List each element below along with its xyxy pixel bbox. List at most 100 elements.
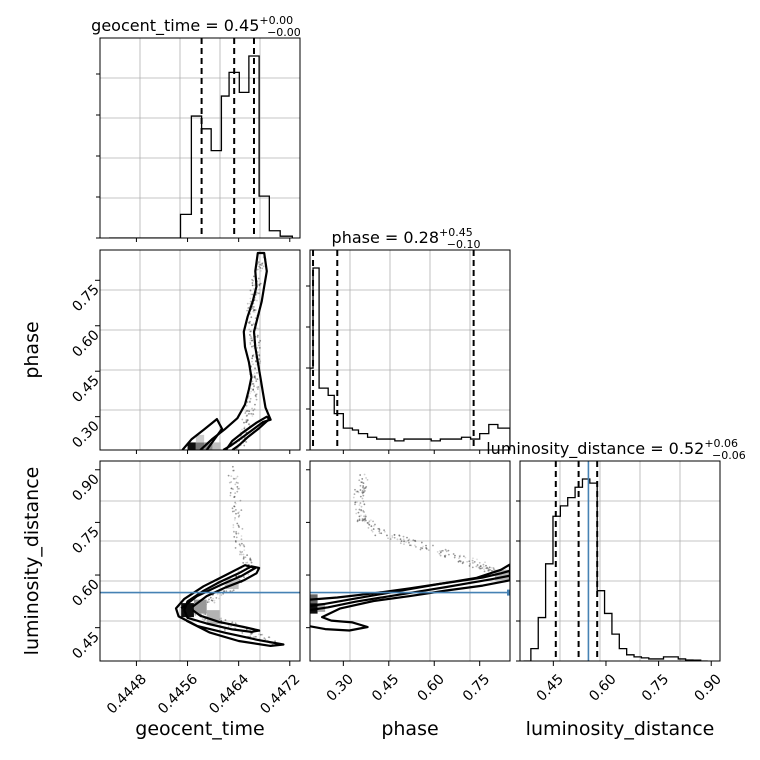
sample-point [262,265,265,268]
sample-point [245,404,248,407]
sample-point [232,524,235,526]
sample-point [235,477,238,480]
sample-point [256,336,259,338]
sample-point [364,519,367,522]
sample-point [247,321,250,324]
sample-point [252,345,255,347]
sample-point [259,339,262,342]
sample-point [251,284,254,287]
sample-point [468,560,471,563]
sample-point [232,589,235,592]
sample-point [362,486,364,489]
sample-point [354,501,357,504]
sample-point [256,378,259,380]
sample-point [258,353,261,356]
sample-point [234,622,237,625]
sample-point [213,599,216,602]
sample-point [256,393,258,396]
sample-point [362,491,365,494]
sample-point [471,566,474,569]
sample-point [251,305,254,308]
sample-point [363,511,366,513]
sample-point [358,515,361,518]
sample-point [257,344,260,347]
sample-point [240,551,243,554]
contour-1 [199,251,272,450]
sample-point [444,554,447,557]
sample-point [355,512,358,515]
sample-point [249,341,252,344]
sample-point [256,334,259,337]
sample-point [398,534,401,537]
sample-point [251,380,254,383]
panel-frame [309,460,511,662]
sample-point [425,546,428,549]
sample-point [258,358,261,361]
sample-point [461,562,464,565]
sample-point [253,384,256,387]
sample-point [400,540,403,543]
sample-point [253,323,256,326]
sample-point [211,600,214,602]
sample-point [362,494,365,497]
sample-point [247,306,250,309]
sample-point [236,522,239,525]
sample-point [249,343,252,345]
sample-point [242,544,245,546]
sample-point [399,542,402,545]
sample-point [260,270,262,272]
sample-point [447,553,450,556]
sample-point [249,335,252,338]
sample-point [373,524,375,527]
sample-point [241,631,244,634]
ytick-label-luminosity_distance: 0.90 [69,471,102,504]
sample-point [355,490,358,493]
sample-point [363,518,366,521]
sample-point [245,419,248,421]
sample-point [444,548,447,551]
sample-point [230,625,232,628]
sample-point [365,515,367,518]
title-luminosity_distance: luminosity_distance = 0.52+0.06 −0.06 [486,437,746,462]
sample-point [368,520,371,523]
density-cell [212,442,221,450]
sample-point [203,619,206,622]
sample-point [268,636,271,639]
sample-point [231,510,234,513]
sample-point [243,444,246,447]
sample-point [234,508,237,511]
sample-point [251,415,254,417]
sample-point [246,309,249,312]
sample-point [246,554,249,556]
sample-point [364,487,367,489]
sample-point [406,536,408,539]
sample-point [361,492,364,495]
sample-point [246,419,249,421]
sample-point [254,366,256,369]
hist-panel-luminosity_distance [520,461,720,661]
sample-point [211,599,214,602]
sample-point [464,556,467,559]
sample-point [254,309,257,311]
sample-point [250,390,253,393]
sample-point [235,536,238,539]
sample-point [492,567,495,569]
sample-point [378,532,381,535]
contour-0 [183,565,261,633]
sample-point [251,357,254,360]
sample-point [253,275,255,278]
sample-point [488,566,491,569]
sample-point [372,528,375,530]
truth-marker [507,589,510,596]
sample-point [254,635,257,638]
sample-point [358,508,361,511]
sample-point [251,282,254,284]
sample-point [245,561,247,564]
sample-point [246,419,249,422]
sample-point [204,613,207,616]
sample-point [378,528,381,531]
sample-point [488,569,490,572]
sample-point [233,477,236,480]
sample-point [257,261,260,263]
sample-point [245,441,248,443]
